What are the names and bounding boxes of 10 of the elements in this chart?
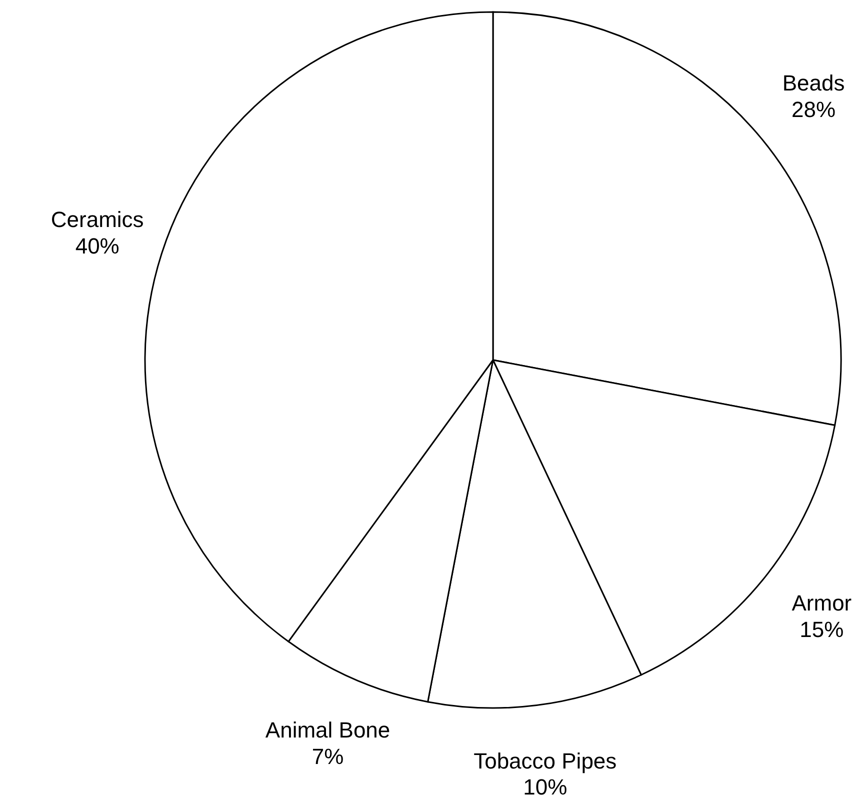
slice-label: Beads	[782, 70, 845, 96]
data-label: 28%	[792, 96, 836, 122]
slice-label: Ceramics	[50, 207, 144, 232]
data-label: 40%	[75, 233, 120, 258]
data-label: 10%	[523, 774, 568, 797]
slice-label: Armor	[792, 590, 852, 616]
data-label: 15%	[800, 616, 844, 642]
data-label: 7%	[312, 744, 344, 769]
slice-label: Animal Bone	[265, 717, 390, 742]
slice-label: Tobacco Pipes	[474, 748, 617, 774]
